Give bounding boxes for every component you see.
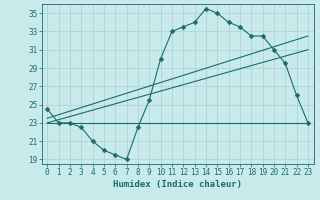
X-axis label: Humidex (Indice chaleur): Humidex (Indice chaleur) <box>113 180 242 189</box>
